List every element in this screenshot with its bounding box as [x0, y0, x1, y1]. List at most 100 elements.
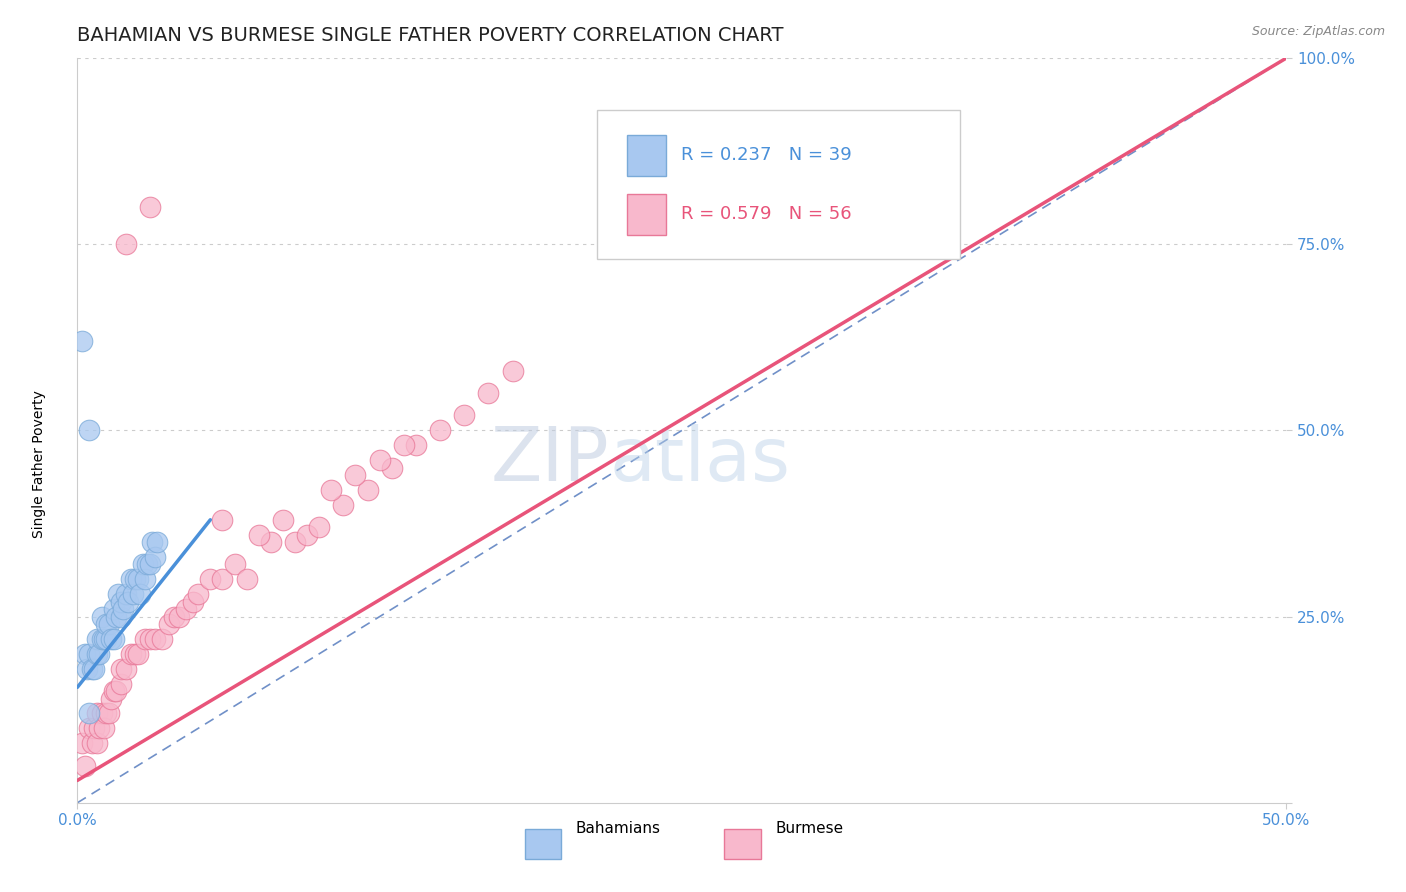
Point [110, 609, 132, 624]
Point [368, 453, 391, 467]
Text: Single Father Poverty: Single Father Poverty [32, 390, 46, 538]
FancyBboxPatch shape [627, 194, 666, 235]
Point [79, 706, 101, 721]
Point [141, 535, 163, 549]
Point [392, 438, 415, 452]
Text: BAHAMIAN VS BURMESE SINGLE FATHER POVERTY CORRELATION CHART: BAHAMIAN VS BURMESE SINGLE FATHER POVERT… [77, 26, 783, 45]
Point [117, 595, 139, 609]
Point [183, 595, 205, 609]
Text: ZIP: ZIP [491, 424, 609, 497]
Point [87, 721, 110, 735]
Point [139, 632, 162, 646]
Point [110, 595, 132, 609]
Point [79, 647, 101, 661]
Point [86, 647, 108, 661]
Point [146, 535, 169, 549]
Point [90, 706, 112, 721]
Point [122, 587, 145, 601]
FancyBboxPatch shape [598, 110, 960, 259]
Point [114, 587, 136, 601]
Point [429, 423, 451, 437]
Point [224, 558, 246, 572]
Point [73, 758, 96, 772]
Point [211, 573, 233, 587]
Point [235, 573, 257, 587]
Point [87, 647, 110, 661]
Point [124, 573, 146, 587]
Text: Bahamians: Bahamians [575, 822, 661, 837]
Point [100, 632, 122, 646]
Point [127, 647, 149, 661]
Point [97, 706, 120, 721]
Point [271, 513, 294, 527]
Point [134, 632, 156, 646]
Text: R = 0.237   N = 39: R = 0.237 N = 39 [681, 146, 852, 164]
Point [477, 386, 499, 401]
Point [86, 632, 108, 646]
Point [120, 647, 142, 661]
FancyBboxPatch shape [524, 829, 561, 859]
Point [344, 468, 367, 483]
Text: Source: ZipAtlas.com: Source: ZipAtlas.com [1251, 25, 1385, 38]
Point [103, 684, 125, 698]
Point [86, 706, 108, 721]
Point [356, 483, 378, 497]
Point [114, 237, 136, 252]
Point [200, 573, 222, 587]
Text: Burmese: Burmese [775, 822, 844, 837]
Point [157, 617, 180, 632]
Point [150, 632, 173, 646]
Point [107, 587, 129, 601]
Point [76, 662, 98, 676]
Point [139, 558, 162, 572]
Point [96, 617, 118, 632]
Point [96, 632, 118, 646]
Point [308, 520, 330, 534]
Point [167, 609, 190, 624]
Point [97, 617, 120, 632]
Point [90, 632, 112, 646]
Point [134, 573, 156, 587]
Point [110, 662, 132, 676]
Point [105, 684, 128, 698]
Point [143, 549, 166, 564]
Point [139, 200, 162, 214]
Point [174, 602, 197, 616]
Point [332, 498, 354, 512]
Point [284, 535, 307, 549]
Point [70, 334, 93, 348]
Point [127, 573, 149, 587]
Point [247, 527, 270, 541]
Point [93, 632, 115, 646]
Point [114, 662, 136, 676]
Point [131, 558, 153, 572]
Point [80, 662, 103, 676]
Point [129, 587, 152, 601]
Point [80, 736, 103, 750]
Point [321, 483, 343, 497]
Point [105, 609, 128, 624]
Point [100, 691, 122, 706]
Point [86, 736, 108, 750]
Point [73, 647, 96, 661]
Point [96, 706, 118, 721]
Text: atlas: atlas [609, 424, 790, 497]
Point [163, 609, 186, 624]
Point [83, 662, 105, 676]
Point [453, 409, 475, 423]
Point [103, 632, 125, 646]
Point [187, 587, 209, 601]
Point [136, 558, 159, 572]
Point [90, 609, 112, 624]
Point [83, 721, 105, 735]
Point [381, 460, 404, 475]
Point [211, 513, 233, 527]
Point [112, 602, 135, 616]
Text: R = 0.579   N = 56: R = 0.579 N = 56 [681, 205, 851, 223]
Point [260, 535, 283, 549]
Point [103, 602, 125, 616]
Point [143, 632, 166, 646]
Point [93, 721, 115, 735]
FancyBboxPatch shape [724, 829, 761, 859]
Point [124, 647, 146, 661]
